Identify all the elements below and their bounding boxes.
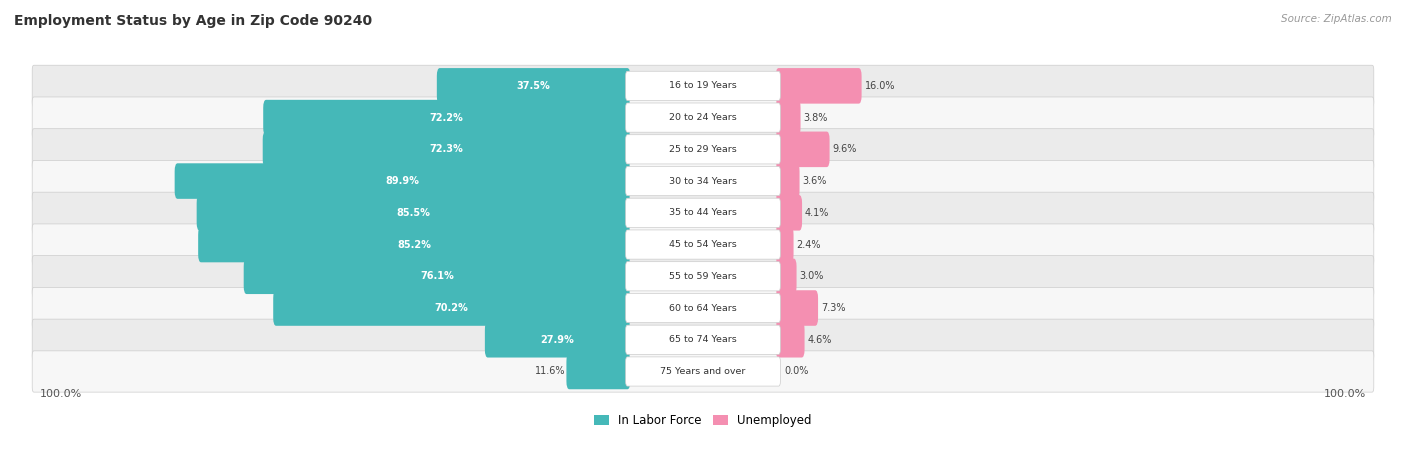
Text: 70.2%: 70.2% xyxy=(434,303,468,313)
FancyBboxPatch shape xyxy=(32,161,1374,202)
FancyBboxPatch shape xyxy=(626,166,780,196)
FancyBboxPatch shape xyxy=(776,132,830,167)
Text: 3.6%: 3.6% xyxy=(803,176,827,186)
Text: 85.2%: 85.2% xyxy=(398,239,432,249)
Text: 7.3%: 7.3% xyxy=(821,303,845,313)
Text: 16 to 19 Years: 16 to 19 Years xyxy=(669,81,737,90)
FancyBboxPatch shape xyxy=(776,195,801,230)
FancyBboxPatch shape xyxy=(32,129,1374,170)
FancyBboxPatch shape xyxy=(32,97,1374,138)
FancyBboxPatch shape xyxy=(626,135,780,164)
FancyBboxPatch shape xyxy=(32,256,1374,297)
Text: Employment Status by Age in Zip Code 90240: Employment Status by Age in Zip Code 902… xyxy=(14,14,373,28)
Text: 37.5%: 37.5% xyxy=(516,81,550,91)
Text: 76.1%: 76.1% xyxy=(420,272,454,281)
FancyBboxPatch shape xyxy=(626,262,780,291)
Text: 3.0%: 3.0% xyxy=(800,272,824,281)
Text: 20 to 24 Years: 20 to 24 Years xyxy=(669,113,737,122)
Text: 100.0%: 100.0% xyxy=(39,389,82,399)
FancyBboxPatch shape xyxy=(263,132,630,167)
Text: 2.4%: 2.4% xyxy=(796,239,821,249)
FancyBboxPatch shape xyxy=(626,103,780,132)
FancyBboxPatch shape xyxy=(263,100,630,135)
FancyBboxPatch shape xyxy=(776,163,800,199)
FancyBboxPatch shape xyxy=(198,227,630,262)
Text: 65 to 74 Years: 65 to 74 Years xyxy=(669,335,737,344)
FancyBboxPatch shape xyxy=(776,258,797,294)
Text: 0.0%: 0.0% xyxy=(785,367,808,377)
Text: 9.6%: 9.6% xyxy=(832,144,856,154)
Text: 85.5%: 85.5% xyxy=(396,208,430,218)
Text: 25 to 29 Years: 25 to 29 Years xyxy=(669,145,737,154)
Text: 72.2%: 72.2% xyxy=(430,113,464,123)
Text: 89.9%: 89.9% xyxy=(385,176,419,186)
Text: 3.8%: 3.8% xyxy=(803,113,828,123)
FancyBboxPatch shape xyxy=(32,192,1374,234)
Text: 72.3%: 72.3% xyxy=(430,144,464,154)
Text: 30 to 34 Years: 30 to 34 Years xyxy=(669,177,737,185)
Text: 55 to 59 Years: 55 to 59 Years xyxy=(669,272,737,281)
Legend: In Labor Force, Unemployed: In Labor Force, Unemployed xyxy=(589,410,817,432)
FancyBboxPatch shape xyxy=(243,258,630,294)
Text: 16.0%: 16.0% xyxy=(865,81,896,91)
FancyBboxPatch shape xyxy=(32,224,1374,265)
FancyBboxPatch shape xyxy=(485,322,630,358)
FancyBboxPatch shape xyxy=(174,163,630,199)
FancyBboxPatch shape xyxy=(32,287,1374,329)
FancyBboxPatch shape xyxy=(626,357,780,386)
Text: 75 Years and over: 75 Years and over xyxy=(661,367,745,376)
FancyBboxPatch shape xyxy=(197,195,630,230)
Text: 4.6%: 4.6% xyxy=(807,335,832,345)
Text: Source: ZipAtlas.com: Source: ZipAtlas.com xyxy=(1281,14,1392,23)
FancyBboxPatch shape xyxy=(32,65,1374,106)
Text: 27.9%: 27.9% xyxy=(541,335,575,345)
FancyBboxPatch shape xyxy=(626,198,780,227)
FancyBboxPatch shape xyxy=(437,68,630,104)
FancyBboxPatch shape xyxy=(776,290,818,326)
FancyBboxPatch shape xyxy=(32,319,1374,360)
FancyBboxPatch shape xyxy=(626,230,780,259)
FancyBboxPatch shape xyxy=(626,294,780,322)
FancyBboxPatch shape xyxy=(567,354,630,389)
FancyBboxPatch shape xyxy=(776,227,793,262)
FancyBboxPatch shape xyxy=(776,68,862,104)
FancyBboxPatch shape xyxy=(776,100,800,135)
Text: 4.1%: 4.1% xyxy=(806,208,830,218)
FancyBboxPatch shape xyxy=(32,351,1374,392)
FancyBboxPatch shape xyxy=(626,71,780,101)
FancyBboxPatch shape xyxy=(273,290,630,326)
Text: 100.0%: 100.0% xyxy=(1324,389,1367,399)
FancyBboxPatch shape xyxy=(626,325,780,354)
Text: 35 to 44 Years: 35 to 44 Years xyxy=(669,208,737,217)
Text: 60 to 64 Years: 60 to 64 Years xyxy=(669,304,737,313)
FancyBboxPatch shape xyxy=(776,322,804,358)
Text: 45 to 54 Years: 45 to 54 Years xyxy=(669,240,737,249)
Text: 11.6%: 11.6% xyxy=(536,367,565,377)
